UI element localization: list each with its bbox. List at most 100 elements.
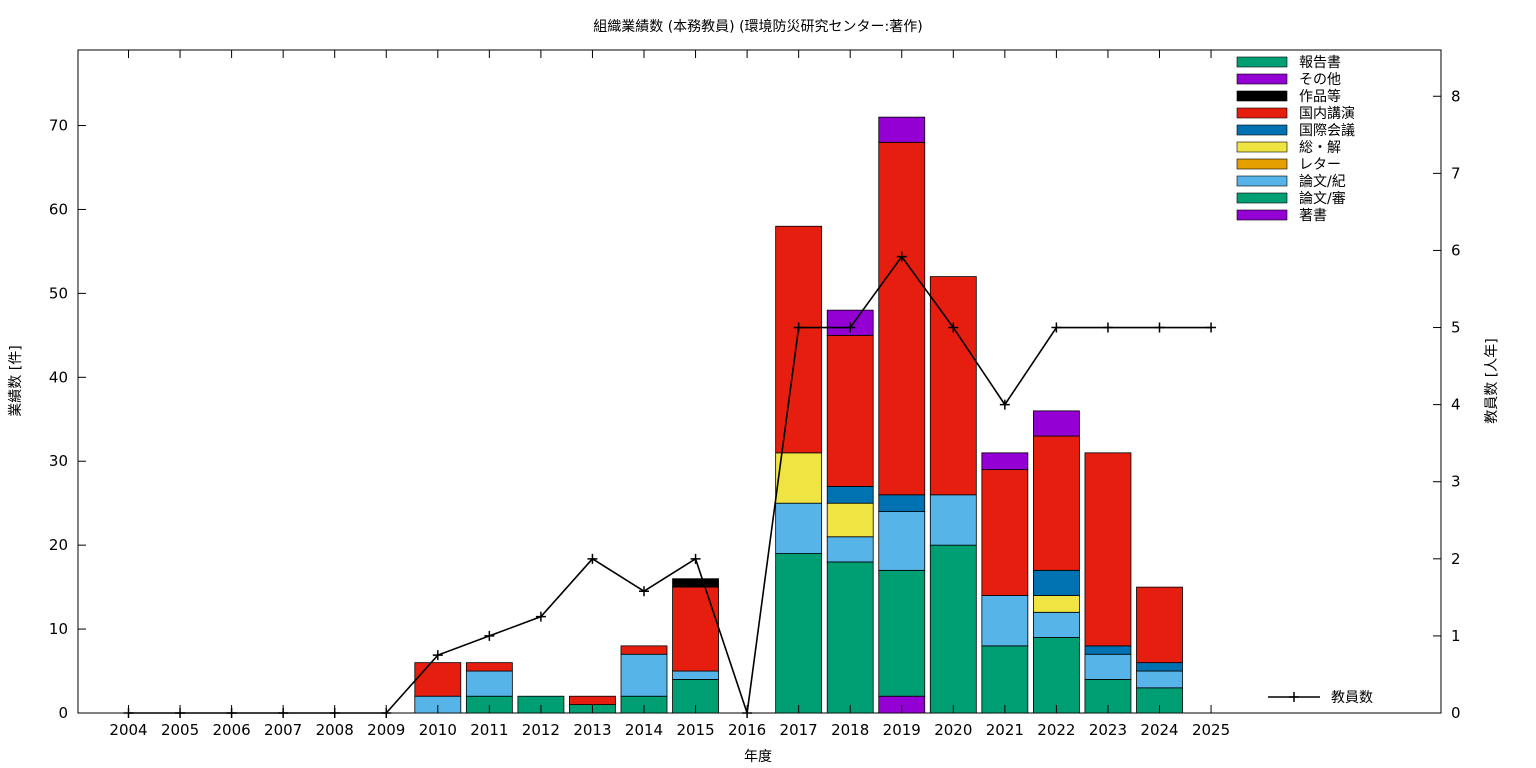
x-tick-label: 2007 (264, 721, 302, 739)
legend-swatch-2 (1236, 175, 1288, 187)
bar-2020-series-1 (929, 544, 977, 714)
plot-frame (77, 49, 1442, 714)
line-point-2025 (1206, 322, 1217, 333)
y2-tick-label: 0 (1451, 704, 1461, 722)
line-point-2019 (896, 251, 907, 262)
x-tick-label: 2020 (934, 721, 972, 739)
line-point-2021 (999, 399, 1010, 410)
legend-label-6: 国内講演 (1299, 106, 1355, 122)
bar-2022-series-2 (1033, 611, 1080, 638)
x-tick-label: 2024 (1140, 721, 1178, 739)
bar-2019-series-5 (878, 494, 926, 512)
line-series-path (128, 255, 1212, 714)
bar-2023-series-6 (1084, 452, 1132, 647)
bar-2019-series-2 (878, 511, 926, 571)
legend-label-2: 論文/紀 (1299, 174, 1346, 190)
line-point-2010 (432, 650, 443, 661)
y-tick-label: 70 (49, 117, 68, 135)
bar-2020-series-6 (929, 276, 977, 496)
bar-2013-series-6 (569, 695, 616, 706)
bar-2019-series-8 (878, 116, 926, 143)
x-tick-label: 2018 (831, 721, 869, 739)
bar-2021-series-8 (981, 452, 1029, 471)
bar-2021-series-6 (981, 469, 1029, 596)
y-tick-label: 40 (49, 368, 68, 386)
x-tick-label: 2014 (625, 721, 663, 739)
bar-2015-series-2 (672, 670, 719, 680)
legend-label-9: 報告書 (1299, 55, 1341, 71)
bar-2014-series-2 (620, 653, 668, 697)
y2-axis-label: 教員数 [人年] (1484, 338, 1500, 423)
line-point-2012 (535, 611, 546, 622)
bar-2011-series-6 (465, 662, 513, 672)
bar-2017-series-6 (775, 225, 823, 454)
y-tick-label: 30 (49, 452, 68, 470)
y2-tick-label: 4 (1451, 396, 1461, 414)
y-axis-label: 業績数 [件] (8, 345, 24, 416)
bar-2023-series-5 (1084, 645, 1132, 655)
bar-2019-series-6 (878, 141, 926, 496)
bar-2017-series-1 (775, 553, 823, 714)
legend-line-marker (1289, 692, 1299, 702)
bar-2011-series-2 (465, 670, 513, 697)
y2-tick-label: 2 (1451, 550, 1461, 568)
legend-swatch-7 (1236, 90, 1288, 102)
bar-2024-series-6 (1136, 586, 1183, 664)
bars-layer (414, 116, 1183, 714)
x-tick-label: 2025 (1192, 721, 1230, 739)
line-point-2015 (690, 553, 701, 564)
axes-layer: 0 10 20 30 40 50 60 70 0 1 2 3 4 5 6 7 8 2004 2005 2006 2007… (49, 50, 1461, 739)
legend-line-label: 教員数 (1331, 690, 1373, 706)
legend-label-4: 総・解 (1299, 140, 1341, 156)
x-axis-label: 年度 (744, 749, 772, 765)
x-tick-label: 2010 (419, 721, 457, 739)
bar-2022-series-4 (1033, 595, 1080, 613)
bar-2024-series-5 (1136, 662, 1183, 672)
bar-2021-series-2 (981, 595, 1029, 647)
legend-label-5: 国際会議 (1299, 122, 1355, 139)
legend-swatch-8 (1236, 73, 1288, 85)
bar-2018-series-2 (826, 536, 874, 563)
y-tick-label: 20 (49, 536, 68, 554)
y2-tick-label: 3 (1451, 473, 1461, 491)
bar-2020-series-2 (929, 494, 977, 546)
line-point-2024 (1154, 322, 1165, 333)
bar-2024-series-2 (1136, 670, 1183, 689)
x-tick-label: 2004 (109, 721, 147, 739)
x-tick-label: 2016 (728, 721, 766, 739)
line-point-2014 (639, 586, 649, 597)
legend-label-7: 作品等 (1299, 88, 1341, 105)
bar-2018-series-5 (826, 486, 874, 504)
legend-swatch-3 (1236, 158, 1288, 170)
bar-2018-series-6 (826, 334, 874, 487)
y2-tick-label: 8 (1451, 87, 1461, 105)
x-tick-label: 2006 (213, 721, 251, 739)
y-tick-label: 0 (58, 704, 68, 722)
x-tick-label: 2013 (573, 721, 611, 739)
x-tick-label: 2021 (986, 721, 1024, 739)
legend-swatch-1 (1236, 192, 1288, 204)
legend-swatch-0 (1236, 209, 1288, 221)
x-tick-label: 2015 (676, 721, 714, 739)
line-point-2023 (1102, 322, 1113, 333)
bar-2018-series-4 (826, 502, 874, 538)
x-tick-label: 2012 (522, 721, 560, 739)
y-tick-label: 50 (49, 284, 68, 302)
y2-tick-label: 7 (1451, 164, 1461, 182)
legend-label-0: 著書 (1299, 208, 1327, 224)
bar-2022-series-1 (1033, 637, 1080, 714)
bar-2010-series-6 (414, 662, 462, 697)
bar-2017-series-2 (775, 502, 823, 554)
bar-2015-series-6 (672, 586, 719, 672)
line-point-2013 (587, 553, 598, 564)
y2-tick-label: 5 (1451, 319, 1461, 337)
x-tick-label: 2019 (883, 721, 921, 739)
y-tick-label: 10 (49, 620, 68, 638)
legend-swatch-4 (1236, 141, 1288, 153)
legend-swatch-5 (1236, 124, 1288, 136)
chart-title: 組織業績数 (本務教員) (環境防災研究センター:著作) (593, 19, 922, 35)
y2-tick-label: 1 (1451, 627, 1461, 645)
legend-label-1: 論文/審 (1299, 191, 1346, 207)
